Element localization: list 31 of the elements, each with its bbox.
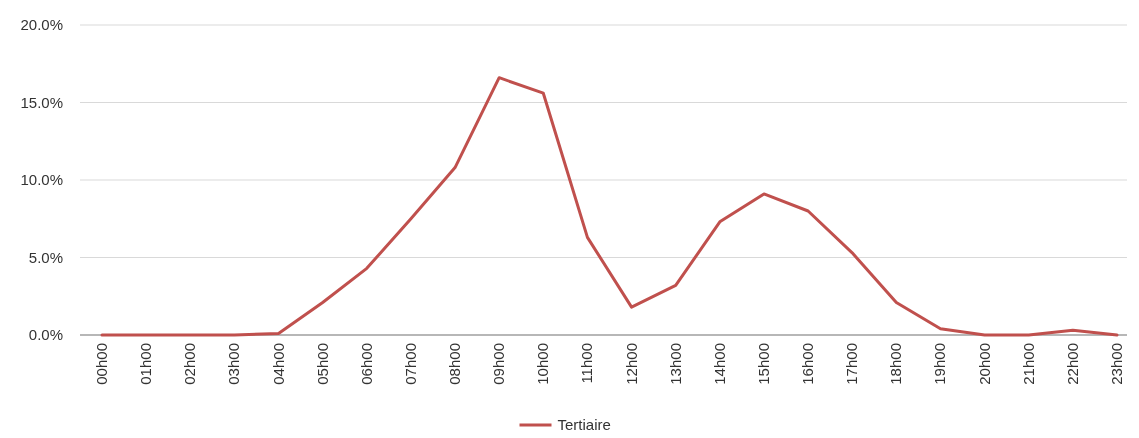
legend-label: Tertiaire (557, 416, 611, 433)
y-tick-label: 0.0% (28, 326, 63, 344)
x-tick-label: 15h00 (754, 343, 772, 385)
x-tick-label: 07h00 (401, 343, 419, 385)
x-tick-label: 09h00 (490, 343, 508, 385)
y-tick-label: 20.0% (20, 16, 63, 34)
x-tick-label: 19h00 (931, 343, 949, 385)
x-tick-label: 08h00 (446, 343, 464, 385)
x-tick-label: 06h00 (357, 343, 375, 385)
x-tick-label: 22h00 (1063, 343, 1081, 385)
x-tick-label: 03h00 (225, 343, 243, 385)
x-tick-label: 21h00 (1019, 343, 1037, 385)
line-series (100, 76, 1119, 337)
x-tick-label: 11h00 (578, 343, 596, 384)
y-tick-label: 10.0% (20, 171, 63, 189)
x-tick-label: 23h00 (1108, 343, 1125, 385)
x-tick-label: 18h00 (887, 343, 905, 385)
y-tick-label: 15.0% (20, 93, 63, 111)
x-tick-label: 14h00 (710, 343, 728, 385)
x-tick-label: 13h00 (666, 343, 684, 385)
y-tick-label: 5.0% (28, 248, 63, 266)
x-tick-label: 20h00 (975, 343, 993, 385)
x-tick-label: 01h00 (137, 343, 155, 385)
x-tick-label: 05h00 (313, 343, 331, 385)
x-tick-label: 16h00 (799, 343, 817, 385)
x-tick-label: 12h00 (622, 343, 640, 385)
x-tick-label: 02h00 (181, 343, 199, 385)
x-tick-label: 04h00 (269, 343, 287, 385)
x-tick-label: 17h00 (843, 343, 861, 385)
x-tick-label: 00h00 (93, 343, 110, 385)
x-tick-label: 10h00 (534, 343, 552, 385)
